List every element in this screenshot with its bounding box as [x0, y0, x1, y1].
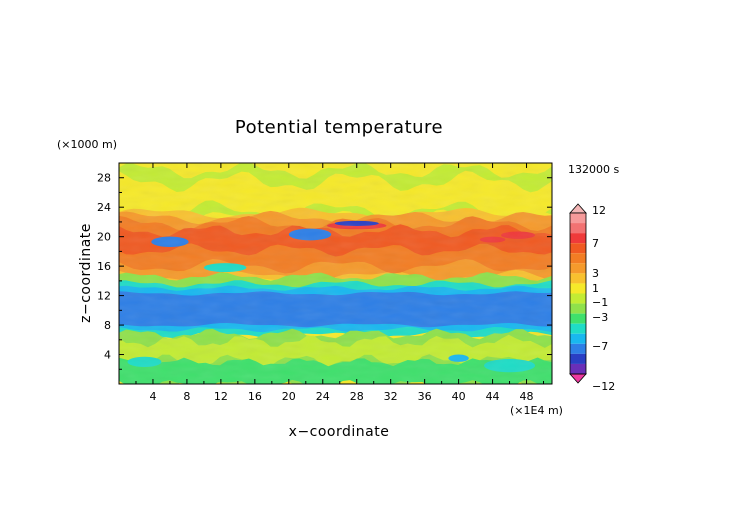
y-tick-label: 8 [104, 319, 111, 332]
colorbar-swatch [570, 323, 586, 334]
x-tick-label: 44 [486, 390, 500, 403]
colorbar-top-arrow [569, 203, 587, 214]
colorbar-swatch [570, 233, 586, 244]
x-tick-label: 48 [520, 390, 534, 403]
y-tick-label: 24 [97, 201, 111, 214]
colorbar-swatch [570, 363, 586, 374]
colorbar-label: 1 [592, 282, 599, 295]
y-axis-ticks: 4 8 12 16 20 24 28 [97, 172, 552, 370]
colorbar-frame [569, 212, 587, 375]
x-tick-label: 8 [183, 390, 190, 403]
colorbar-label: 12 [592, 204, 606, 217]
x-axis-ticks: 4 8 12 16 20 24 28 32 36 40 44 48 [135, 163, 545, 403]
colorbar-swatch [570, 273, 586, 284]
heatmap-plot-area [119, 163, 552, 384]
time-label: 132000 s [568, 163, 619, 176]
plot-frame [118, 162, 553, 385]
colorbar-label: −12 [592, 380, 615, 393]
y-tick-label: 12 [97, 290, 111, 303]
colorbar-swatch [570, 333, 586, 344]
colorbar-label: −7 [592, 340, 608, 353]
colorbar-label: −1 [592, 296, 608, 309]
x-tick-label: 40 [452, 390, 466, 403]
y-tick-label: 28 [97, 172, 111, 185]
y-tick-label: 4 [104, 349, 111, 362]
colorbar-label: −3 [592, 311, 608, 324]
y-tick-label: 16 [97, 260, 111, 273]
colorbar-swatch [570, 223, 586, 234]
colorbar-swatch [570, 243, 586, 254]
colorbar-swatch [570, 283, 586, 294]
x-tick-label: 4 [149, 390, 156, 403]
texture-overlay [119, 163, 552, 384]
colorbar-swatch [570, 303, 586, 314]
x-tick-label: 24 [316, 390, 330, 403]
colorbar: 12 7 3 1−1 −3 −7 −12 [569, 203, 615, 393]
colorbar-swatch [570, 213, 586, 224]
colorbar-swatch [570, 343, 586, 354]
colorbar-swatch [570, 353, 586, 364]
colorbar-swatch [570, 263, 586, 274]
y-unit-label: (×1000 m) [57, 138, 117, 151]
x-tick-label: 36 [418, 390, 432, 403]
colorbar-swatch [570, 253, 586, 264]
x-tick-label: 16 [248, 390, 262, 403]
y-tick-label: 20 [97, 231, 111, 244]
colorbar-swatch [570, 293, 586, 304]
colorbar-label: 3 [592, 267, 599, 280]
x-axis-title: x−coordinate [289, 424, 390, 440]
x-tick-label: 28 [350, 390, 364, 403]
x-tick-label: 32 [384, 390, 398, 403]
x-unit-label: (×1E4 m) [510, 404, 563, 417]
colorbar-bottom-arrow [569, 373, 587, 384]
x-tick-label: 20 [282, 390, 296, 403]
colorbar-swatch [570, 313, 586, 324]
colorbar-label: 7 [592, 237, 599, 250]
chart-title: Potential temperature [235, 117, 443, 138]
x-tick-label: 12 [214, 390, 228, 403]
y-axis-title: z−coordinate [78, 223, 94, 323]
